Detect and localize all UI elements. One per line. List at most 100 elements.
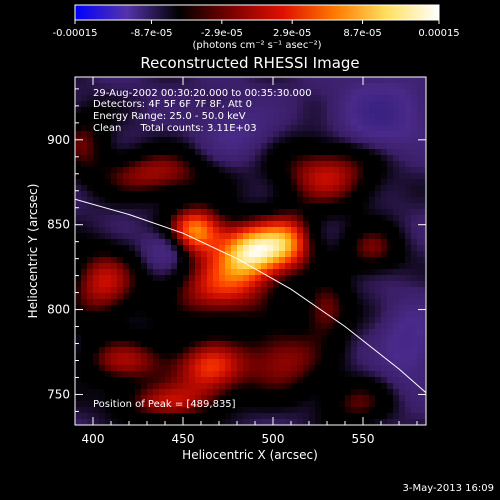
heatmap-cell — [333, 131, 340, 138]
heatmap-cell — [225, 377, 232, 384]
heatmap-cell — [249, 221, 256, 228]
heatmap-cell — [273, 239, 280, 246]
heatmap-cell — [333, 107, 340, 114]
heatmap-cell — [267, 335, 274, 342]
heatmap-cell — [207, 245, 214, 252]
heatmap-cell — [183, 149, 190, 156]
heatmap-cell — [345, 359, 352, 366]
heatmap-cell — [279, 149, 286, 156]
heatmap-cell — [249, 101, 256, 108]
heatmap-cell — [399, 179, 406, 186]
heatmap-cell — [177, 167, 184, 174]
heatmap-cell — [297, 77, 304, 84]
heatmap-cell — [177, 269, 184, 276]
heatmap-cell — [309, 281, 316, 288]
heatmap-cell — [75, 299, 82, 306]
heatmap-cell — [381, 119, 388, 126]
heatmap-cell — [207, 227, 214, 234]
heatmap-cell — [255, 191, 262, 198]
heatmap-cell — [405, 323, 412, 330]
heatmap-cell — [417, 209, 424, 216]
heatmap-cell — [117, 287, 124, 294]
heatmap-cell — [141, 269, 148, 276]
heatmap-cell — [99, 149, 106, 156]
heatmap-cell — [393, 125, 400, 132]
heatmap-cell — [87, 347, 94, 354]
heatmap-cell — [267, 161, 274, 168]
heatmap-cell — [369, 251, 376, 258]
heatmap-cell — [177, 95, 184, 102]
heatmap-cell — [345, 293, 352, 300]
heatmap-cell — [105, 365, 112, 372]
heatmap-cell — [87, 197, 94, 204]
heatmap-cell — [225, 107, 232, 114]
heatmap-cell — [195, 119, 202, 126]
heatmap-cell — [327, 371, 334, 378]
heatmap-cell — [159, 173, 166, 180]
heatmap-cell — [177, 143, 184, 150]
heatmap-cell — [201, 401, 208, 408]
heatmap-cell — [255, 365, 262, 372]
colorbar-tick-label: -8.7e-05 — [130, 28, 172, 39]
heatmap-cell — [231, 395, 238, 402]
heatmap-cell — [237, 401, 244, 408]
heatmap-cell — [225, 263, 232, 270]
heatmap-cell — [321, 263, 328, 270]
heatmap-cell — [201, 329, 208, 336]
heatmap-cell — [357, 275, 364, 282]
heatmap-cell — [99, 377, 106, 384]
heatmap-cell — [171, 317, 178, 324]
heatmap-cell — [297, 269, 304, 276]
heatmap-cell — [117, 413, 124, 420]
heatmap-cell — [321, 95, 328, 102]
heatmap-cell — [327, 215, 334, 222]
heatmap-cell — [123, 359, 130, 366]
heatmap-cell — [297, 347, 304, 354]
heatmap-cell — [411, 269, 418, 276]
heatmap-cell — [279, 323, 286, 330]
heatmap-cell — [333, 269, 340, 276]
heatmap-cell — [177, 401, 184, 408]
heatmap-cell — [135, 359, 142, 366]
heatmap-cell — [339, 329, 346, 336]
heatmap-cell — [165, 137, 172, 144]
heatmap-cell — [129, 383, 136, 390]
heatmap-cell — [99, 119, 106, 126]
heatmap-cell — [159, 323, 166, 330]
heatmap-cell — [333, 101, 340, 108]
heatmap-cell — [399, 197, 406, 204]
heatmap-cell — [303, 275, 310, 282]
heatmap-cell — [351, 77, 358, 84]
heatmap-cell — [153, 323, 160, 330]
heatmap-cell — [159, 401, 166, 408]
heatmap-cell — [393, 401, 400, 408]
heatmap-cell — [99, 257, 106, 264]
heatmap-cell — [423, 119, 426, 126]
heatmap-cell — [363, 119, 370, 126]
heatmap-cell — [399, 245, 406, 252]
heatmap-cell — [273, 311, 280, 318]
heatmap-cell — [351, 203, 358, 210]
heatmap-cell — [417, 419, 424, 425]
heatmap-cell — [123, 239, 130, 246]
heatmap-cell — [189, 395, 196, 402]
heatmap-cell — [93, 209, 100, 216]
heatmap-cell — [261, 413, 268, 420]
heatmap-cell — [381, 77, 388, 84]
heatmap-cell — [255, 389, 262, 396]
heatmap-cell — [201, 143, 208, 150]
heatmap-cell — [399, 95, 406, 102]
heatmap-cell — [285, 413, 292, 420]
heatmap-cell — [231, 161, 238, 168]
heatmap-cell — [375, 83, 382, 90]
heatmap-cell — [255, 203, 262, 210]
heatmap-cell — [393, 341, 400, 348]
heatmap-cell — [219, 107, 226, 114]
heatmap-cell — [327, 293, 334, 300]
heatmap-cell — [213, 323, 220, 330]
heatmap-cell — [177, 359, 184, 366]
heatmap-cell — [291, 371, 298, 378]
heatmap-cell — [171, 347, 178, 354]
heatmap-cell — [327, 299, 334, 306]
heatmap-cell — [87, 401, 94, 408]
